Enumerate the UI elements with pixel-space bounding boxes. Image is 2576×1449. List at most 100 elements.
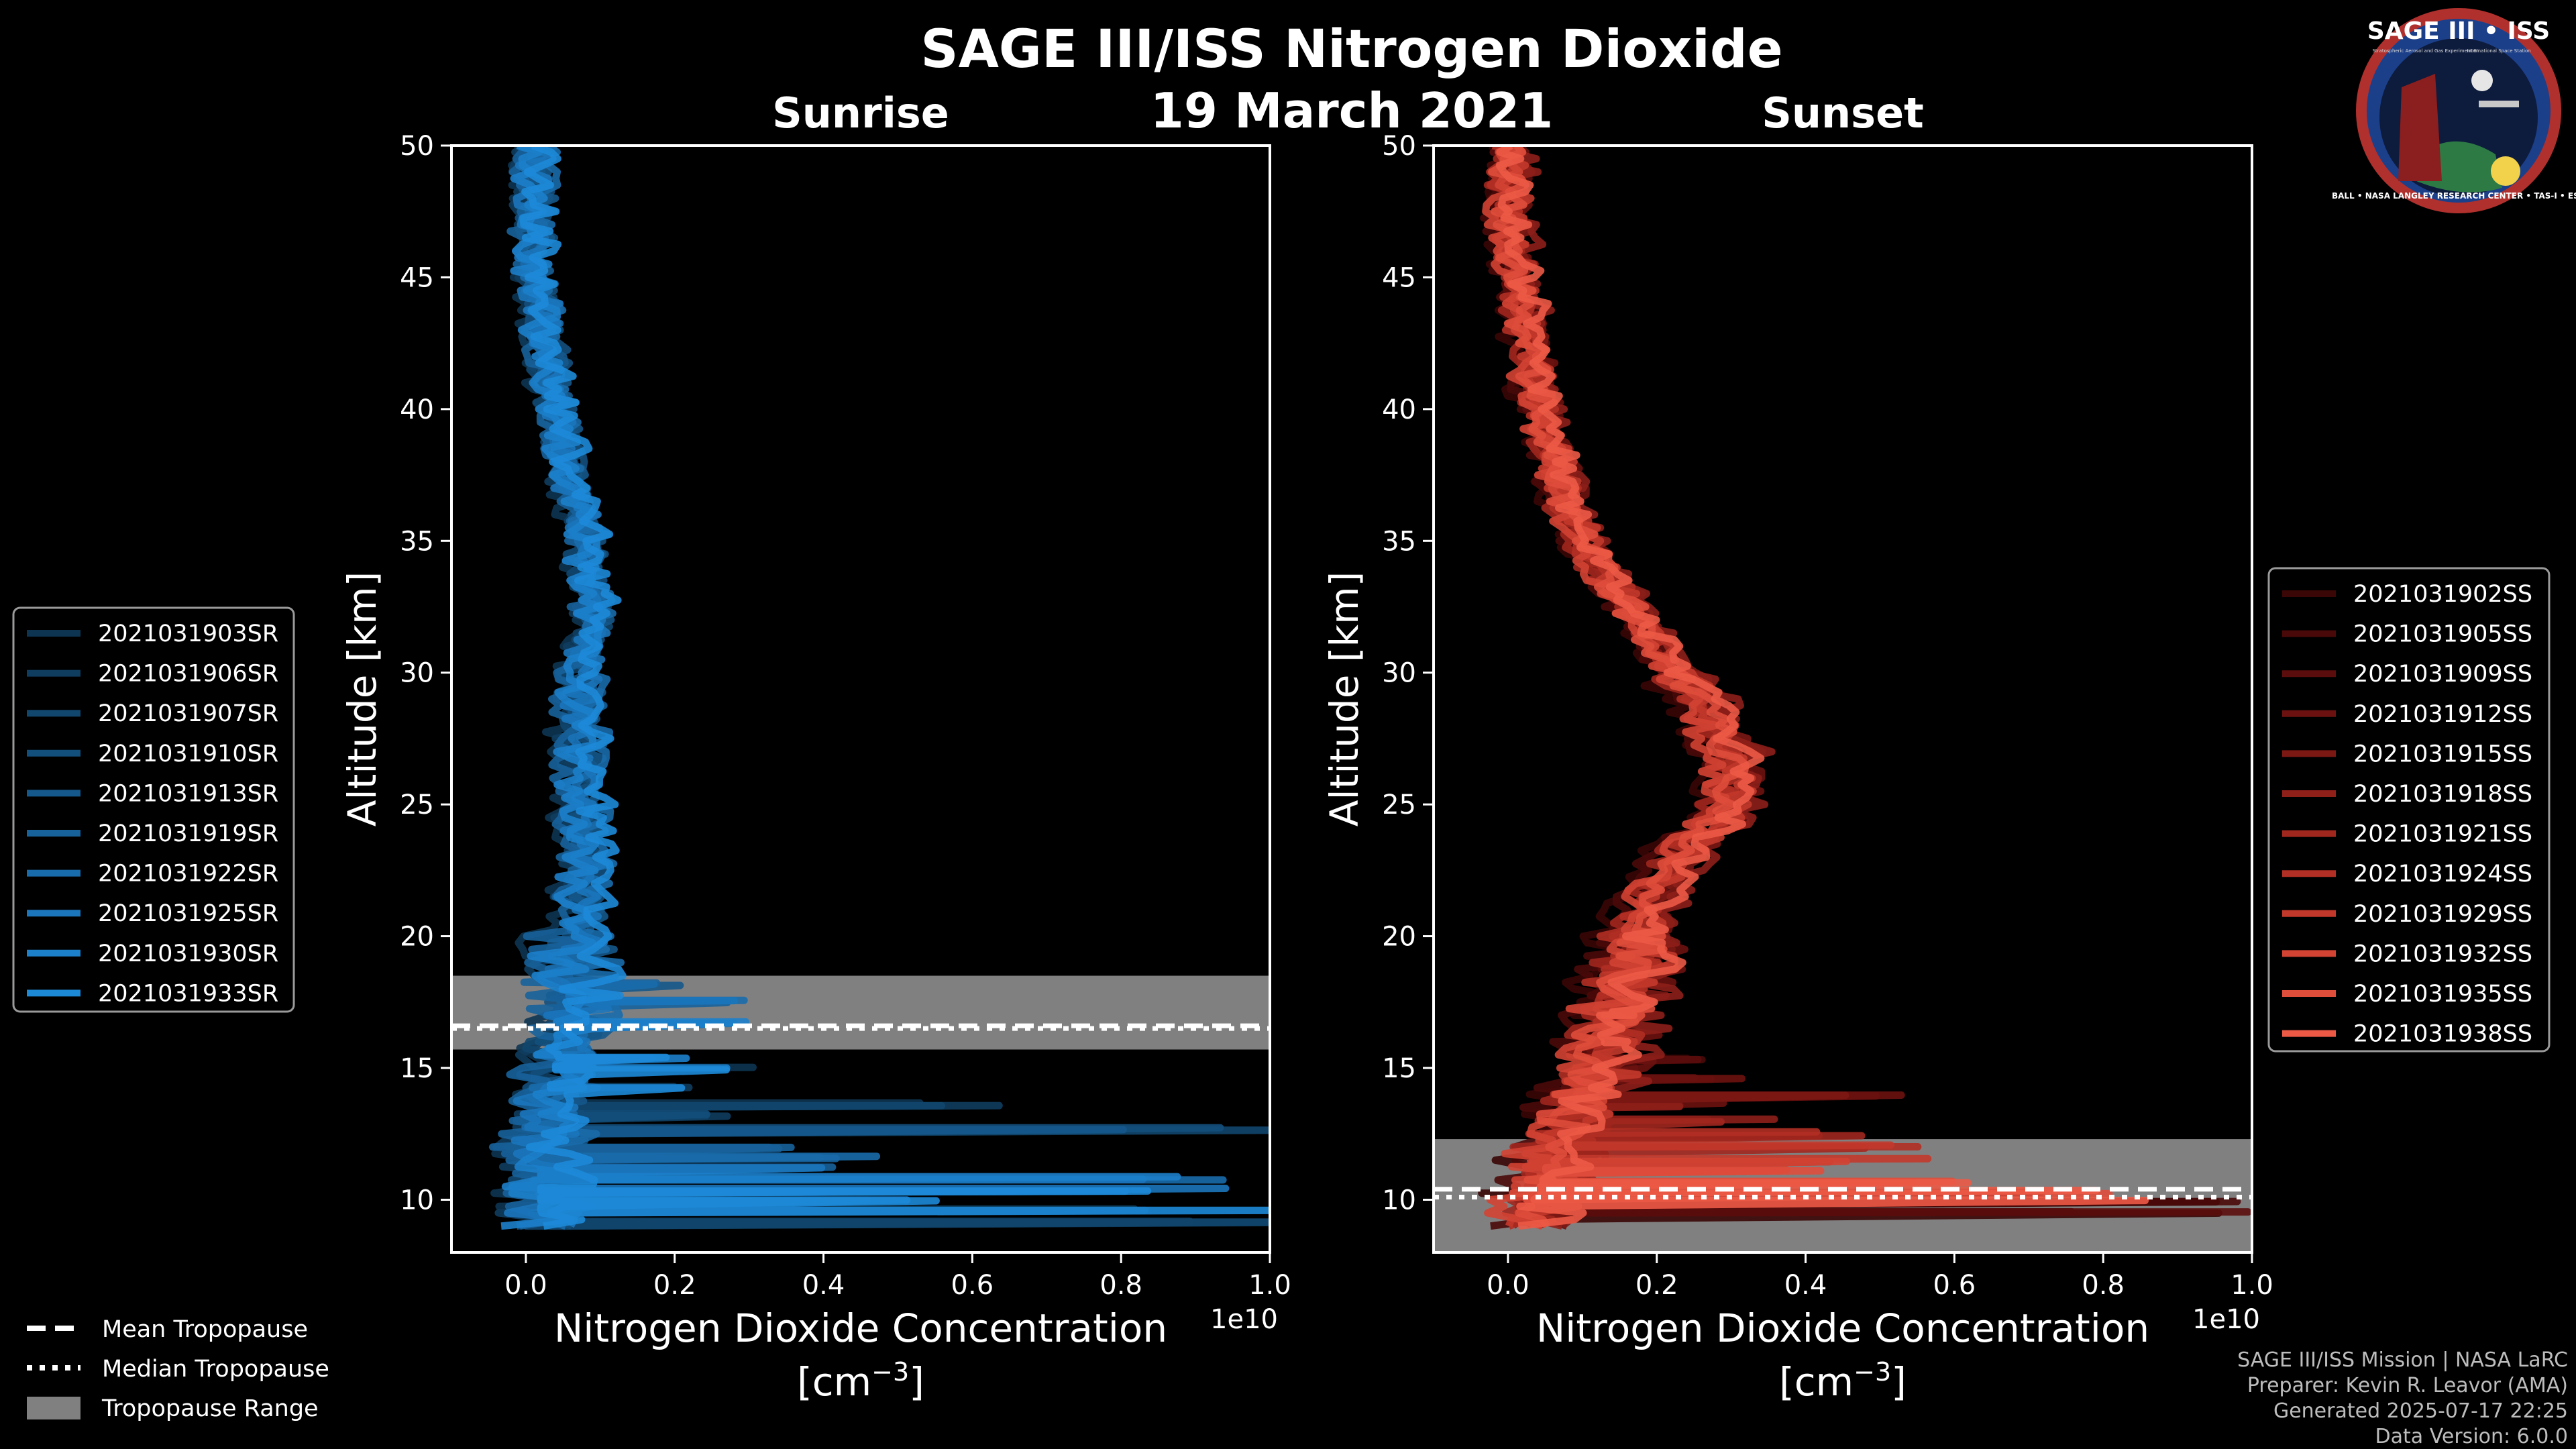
median-tropopause-label: Median Tropopause [102, 1356, 329, 1383]
credit-generated: Generated 2025-07-17 22:25 [2273, 1399, 2568, 1423]
sunrise-legend-label: 2021031907SR [98, 700, 278, 727]
sunrise-axes-frame [450, 144, 1271, 1254]
sunrise-legend-label: 2021031906SR [98, 661, 278, 688]
sunset-legend-label: 2021031929SS [2353, 901, 2532, 928]
sunrise-legend: 2021031903SR 2021031906SR 2021031907SR 2021… [12, 606, 295, 1013]
sunset-y-tick-label: 15 [1382, 1053, 1416, 1084]
credit-data-version: Data Version: 6.0.0 [2375, 1425, 2568, 1448]
sunrise-y-tick-label: 20 [400, 922, 434, 953]
sunset-x-offset-label: 1e10 [2192, 1304, 2260, 1335]
sunrise-y-tick-label: 25 [400, 790, 434, 820]
sunrise-x-tick-label: 0.6 [951, 1270, 994, 1301]
sunrise-x-tick-label: 0.0 [504, 1270, 547, 1301]
sunset-x-axis-unit: [cm−3] [1779, 1357, 1907, 1405]
sunset-legend-label: 2021031918SS [2353, 781, 2532, 808]
badge-ring-text: BALL • NASA LANGLEY RESEARCH CENTER • TA… [2332, 191, 2576, 201]
sunrise-y-tick-label: 10 [400, 1185, 434, 1216]
sunset-axes-frame [1432, 144, 2253, 1254]
sunset-legend-frame [2267, 567, 2551, 1053]
sunrise-legend-label: 2021031919SR [98, 820, 278, 847]
credit-preparer: Preparer: Kevin R. Leavor (AMA) [2247, 1374, 2568, 1397]
sunset-series-line-2021031935SS [1488, 146, 2113, 1228]
sunset-plot-area [1434, 146, 2252, 1252]
sunset-y-tick-label: 20 [1382, 922, 1416, 953]
sunrise-y-axis-label: Altitude [km] [339, 572, 385, 826]
sunrise-x-unit-exponent: −3 [871, 1357, 909, 1387]
badge-iss-icon [2479, 101, 2519, 107]
badge-figure-icon [2398, 74, 2442, 181]
sunset-legend-label: 2021031938SS [2353, 1021, 2532, 1048]
sunrise-series-line-2021031933SR [519, 146, 1270, 1230]
sunset-x-tick-label: 0.0 [1487, 1270, 1529, 1301]
tropopause-legend: Mean Tropopause Median Tropopause Tropop… [27, 1316, 329, 1422]
sunrise-legend-label: 2021031913SR [98, 780, 278, 807]
sunrise-x-tick-label: 1.0 [1248, 1270, 1291, 1301]
sunrise-y-tick-label: 40 [400, 394, 434, 425]
sunset-x-ticks: 0.0 0.2 0.4 0.6 0.8 1.0 [1487, 1252, 2273, 1301]
sunrise-title: Sunrise [772, 89, 949, 138]
sunset-x-axis-label: Nitrogen Dioxide Concentration [1536, 1305, 2149, 1351]
sunset-y-tick-label: 35 [1382, 526, 1416, 557]
sunrise-x-offset-label: 1e10 [1210, 1304, 1278, 1335]
sunset-x-unit-close: ] [1891, 1359, 1907, 1405]
sunset-series-line-2021031938SS [1495, 146, 2149, 1230]
sunset-legend-label: 2021031915SS [2353, 741, 2532, 767]
sunset-legend-label: 2021031909SS [2353, 661, 2532, 688]
sunset-legend-label: 2021031902SS [2353, 581, 2532, 608]
sunrise-x-axis-unit: [cm−3] [797, 1357, 924, 1405]
sunset-legend-label: 2021031912SS [2353, 701, 2532, 728]
sunrise-series-layer [488, 146, 1270, 1230]
sunset-y-tick-label: 10 [1382, 1185, 1416, 1216]
sunrise-y-tick-label: 15 [400, 1053, 434, 1084]
sunset-x-tick-label: 0.2 [1635, 1270, 1678, 1301]
sunset-x-tick-label: 0.8 [2082, 1270, 2125, 1301]
sunrise-x-unit-close: ] [909, 1359, 924, 1405]
badge-title: SAGE III • ISS [2367, 17, 2550, 45]
sunset-series-layer [1478, 146, 2252, 1230]
sunrise-legend-label: 2021031925SR [98, 900, 278, 927]
sunset-legend-label: 2021031935SS [2353, 981, 2532, 1008]
sage-iii-iss-badge: SAGE III • ISS Stratospheric Aerosol and… [2332, 8, 2576, 213]
sunrise-x-tick-label: 0.2 [653, 1270, 696, 1301]
sunset-legend: 2021031902SS 2021031905SS 2021031909SS 2021… [2267, 567, 2551, 1053]
sunset-title: Sunset [1762, 89, 1924, 138]
sunrise-y-tick-label: 30 [400, 658, 434, 689]
sunrise-y-tick-label: 35 [400, 526, 434, 557]
sunrise-x-tick-label: 0.8 [1099, 1270, 1142, 1301]
sunrise-legend-label: 2021031930SR [98, 941, 278, 967]
sunset-x-tick-label: 1.0 [2231, 1270, 2273, 1301]
sunrise-y-tick-label: 50 [400, 131, 434, 162]
sunrise-y-tick-label: 45 [400, 262, 434, 293]
badge-moon-icon [2471, 70, 2493, 91]
sunrise-plot-area [451, 146, 1270, 1230]
sunrise-legend-frame [12, 606, 295, 1013]
sunset-y-axis-label: Altitude [km] [1322, 572, 1367, 826]
badge-subtitle-left: Stratospheric Aerosol and Gas Experiment… [2372, 48, 2477, 54]
badge-sun-icon [2491, 156, 2520, 186]
tropopause-range-swatch [27, 1397, 80, 1419]
sunset-y-tick-label: 45 [1382, 262, 1416, 293]
sunset-legend-label: 2021031932SS [2353, 941, 2532, 967]
sunrise-legend-label: 2021031910SR [98, 741, 278, 767]
sunset-legend-label: 2021031924SS [2353, 861, 2532, 888]
sunrise-x-unit-open: [cm [797, 1359, 871, 1405]
sunrise-x-axis-label: Nitrogen Dioxide Concentration [554, 1305, 1167, 1351]
sunset-y-tick-label: 30 [1382, 658, 1416, 689]
sunset-y-tick-label: 50 [1382, 131, 1416, 162]
sunset-legend-label: 2021031921SS [2353, 821, 2532, 848]
sunrise-legend-label: 2021031933SR [98, 980, 278, 1007]
sunrise-tropopause-lines [451, 1023, 1270, 1031]
sunrise-legend-label: 2021031922SR [98, 861, 278, 888]
sunset-y-ticks: 10 15 20 25 30 35 40 45 50 [1382, 131, 1434, 1216]
sunset-x-tick-label: 0.6 [1933, 1270, 1976, 1301]
sunset-panel: Sunset 0.0 0.2 0.4 0.6 0.8 1.0 10 15 20 25 30 35 40… [1322, 89, 2273, 1405]
figure-title: SAGE III/ISS Nitrogen Dioxide [920, 19, 1782, 80]
figure-date: 19 March 2021 [1150, 83, 1553, 139]
badge-subtitle-right: International Space Station [2467, 48, 2530, 54]
sunset-y-tick-label: 40 [1382, 394, 1416, 425]
sunset-x-tick-label: 0.4 [1784, 1270, 1827, 1301]
tropopause-range-label: Tropopause Range [101, 1395, 319, 1422]
credit-mission: SAGE III/ISS Mission | NASA LaRC [2237, 1348, 2568, 1372]
sunset-x-unit-exponent: −3 [1854, 1357, 1891, 1387]
